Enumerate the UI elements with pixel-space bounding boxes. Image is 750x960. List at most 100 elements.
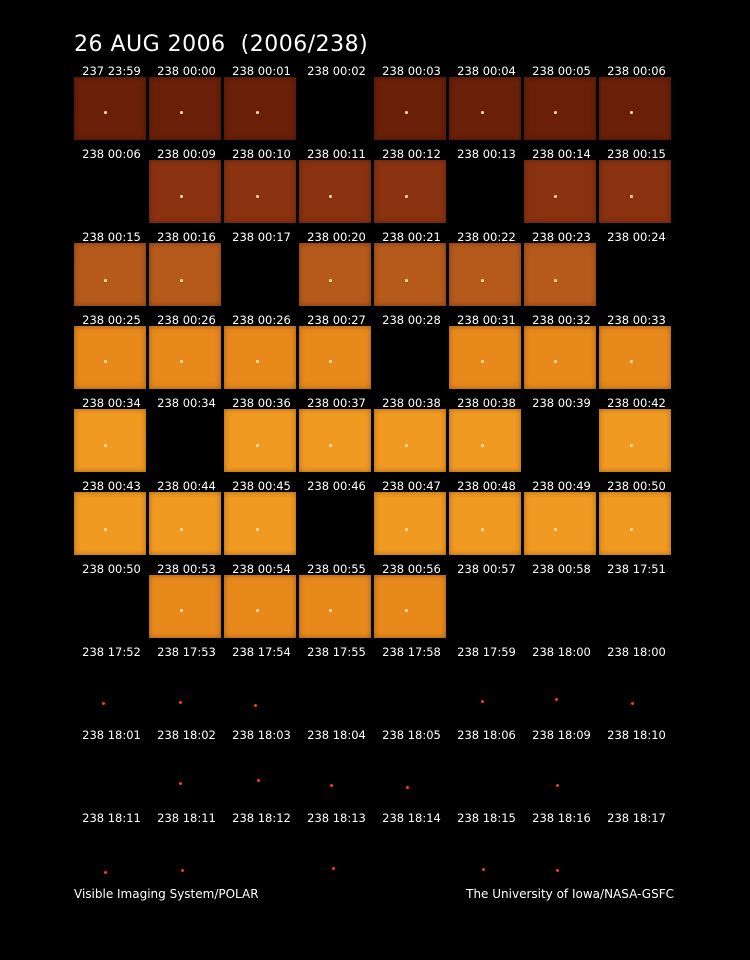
empty-frame xyxy=(449,658,521,721)
image-cell: 238 00:45 xyxy=(224,479,299,561)
empty-frame xyxy=(374,326,446,389)
image-cell: 238 00:56 xyxy=(374,562,449,644)
timestamp-label: 238 17:51 xyxy=(607,562,666,576)
camera-frame xyxy=(299,409,371,472)
camera-frame xyxy=(149,492,221,555)
camera-frame xyxy=(599,326,671,389)
timestamp-label: 238 17:55 xyxy=(307,645,366,659)
image-cell: 238 00:13 xyxy=(449,147,524,229)
image-cell: 238 00:12 xyxy=(374,147,449,229)
timestamp-label: 238 00:24 xyxy=(607,230,666,244)
timestamp-label: 238 00:46 xyxy=(307,479,366,493)
image-cell: 238 00:04 xyxy=(449,64,524,146)
empty-frame xyxy=(149,824,221,887)
image-cell: 238 00:47 xyxy=(374,479,449,561)
bright-spot xyxy=(180,195,183,198)
faint-spot xyxy=(556,784,559,787)
image-cell: 238 00:31 xyxy=(449,313,524,395)
timestamp-label: 238 18:10 xyxy=(607,728,666,742)
timestamp-label: 238 18:09 xyxy=(532,728,591,742)
empty-frame xyxy=(299,741,371,804)
empty-frame xyxy=(299,824,371,887)
camera-frame xyxy=(299,326,371,389)
bright-spot xyxy=(180,528,183,531)
image-cell: 238 18:01 xyxy=(74,728,149,810)
image-cell: 238 00:50 xyxy=(599,479,674,561)
image-cell: 238 17:53 xyxy=(149,645,224,727)
image-cell: 238 18:00 xyxy=(524,645,599,727)
image-cell: 238 00:06 xyxy=(74,147,149,229)
timestamp-label: 238 18:02 xyxy=(157,728,216,742)
bright-spot xyxy=(481,444,484,447)
faint-spot xyxy=(481,700,484,703)
timestamp-label: 238 00:48 xyxy=(457,479,516,493)
bright-spot xyxy=(180,609,183,612)
timestamp-label: 238 18:14 xyxy=(382,811,441,825)
image-cell: 238 00:23 xyxy=(524,230,599,312)
faint-spot xyxy=(179,701,182,704)
image-cell: 238 00:15 xyxy=(74,230,149,312)
image-cell: 238 00:01 xyxy=(224,64,299,146)
image-cell: 238 00:44 xyxy=(149,479,224,561)
timestamp-label: 238 18:13 xyxy=(307,811,366,825)
timestamp-label: 238 00:38 xyxy=(457,396,516,410)
footer-instrument-credit: Visible Imaging System/POLAR xyxy=(74,887,259,901)
image-cell: 238 00:42 xyxy=(599,396,674,478)
timestamp-label: 238 18:00 xyxy=(607,645,666,659)
camera-frame xyxy=(449,243,521,306)
image-cell: 238 00:16 xyxy=(149,230,224,312)
timestamp-label: 238 00:09 xyxy=(157,147,216,161)
timestamp-label: 238 00:20 xyxy=(307,230,366,244)
image-cell: 238 18:17 xyxy=(599,811,674,893)
timestamp-label: 238 00:56 xyxy=(382,562,441,576)
timestamp-label: 238 00:14 xyxy=(532,147,591,161)
timestamp-label: 238 00:05 xyxy=(532,64,591,78)
timestamp-label: 238 00:39 xyxy=(532,396,591,410)
camera-frame xyxy=(599,409,671,472)
timestamp-label: 238 00:47 xyxy=(382,479,441,493)
image-cell: 238 18:13 xyxy=(299,811,374,893)
faint-spot xyxy=(482,868,485,871)
timestamp-label: 238 00:50 xyxy=(82,562,141,576)
bright-spot xyxy=(104,528,107,531)
timestamp-label: 238 00:36 xyxy=(232,396,291,410)
image-cell: 238 00:50 xyxy=(74,562,149,644)
camera-frame xyxy=(524,243,596,306)
faint-spot xyxy=(181,869,184,872)
faint-spot xyxy=(332,867,335,870)
bright-spot xyxy=(405,111,408,114)
faint-spot xyxy=(406,786,409,789)
image-cell: 238 00:02 xyxy=(299,64,374,146)
bright-spot xyxy=(329,279,332,282)
bright-spot xyxy=(405,195,408,198)
empty-frame xyxy=(149,658,221,721)
image-cell: 238 00:27 xyxy=(299,313,374,395)
empty-frame xyxy=(74,160,146,223)
bright-spot xyxy=(554,528,557,531)
image-cell: 238 00:33 xyxy=(599,313,674,395)
timestamp-label: 238 00:45 xyxy=(232,479,291,493)
timestamp-label: 238 00:33 xyxy=(607,313,666,327)
timestamp-label: 238 00:54 xyxy=(232,562,291,576)
bright-spot xyxy=(481,360,484,363)
empty-frame xyxy=(599,658,671,721)
empty-frame xyxy=(224,243,296,306)
empty-frame xyxy=(149,409,221,472)
timestamp-label: 238 18:11 xyxy=(157,811,216,825)
timestamp-label: 238 00:12 xyxy=(382,147,441,161)
image-cell: 238 00:24 xyxy=(599,230,674,312)
camera-frame xyxy=(149,326,221,389)
timestamp-label: 238 00:04 xyxy=(457,64,516,78)
timestamp-label: 238 00:13 xyxy=(457,147,516,161)
image-cell: 238 18:04 xyxy=(299,728,374,810)
timestamp-label: 238 00:23 xyxy=(532,230,591,244)
timestamp-label: 238 00:06 xyxy=(607,64,666,78)
timestamp-label: 238 00:26 xyxy=(157,313,216,327)
bright-spot xyxy=(256,609,259,612)
empty-frame xyxy=(599,243,671,306)
bright-spot xyxy=(481,528,484,531)
image-cell: 238 00:14 xyxy=(524,147,599,229)
camera-frame xyxy=(224,575,296,638)
bright-spot xyxy=(329,195,332,198)
